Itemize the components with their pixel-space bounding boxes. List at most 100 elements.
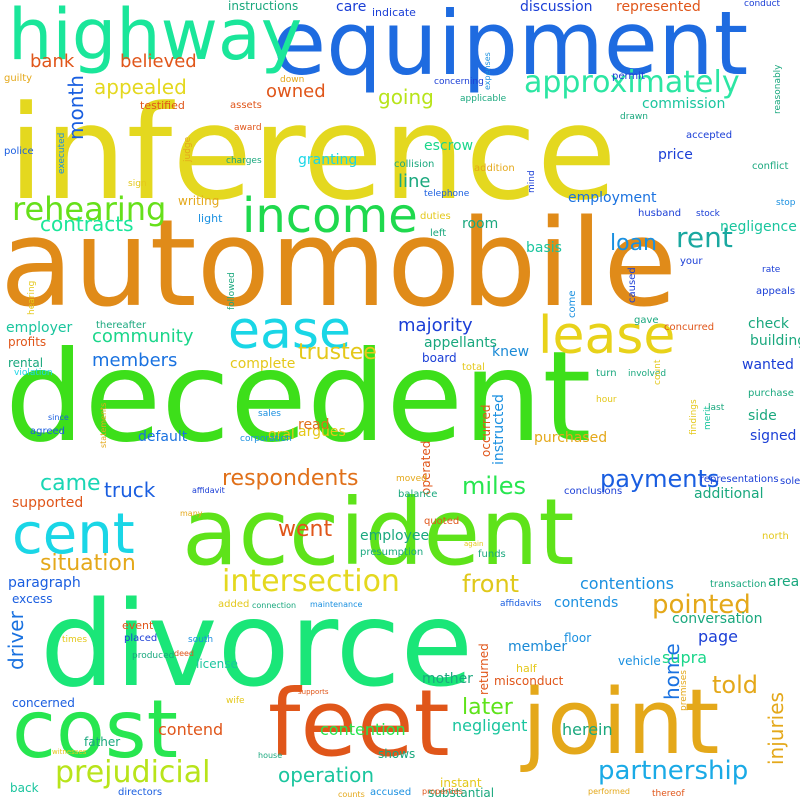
word-conclusions: conclusions [564,486,623,497]
word-sign: sign [128,179,147,189]
word-telephone: telephone [424,189,470,199]
word-paragraph: paragraph [8,575,81,591]
word-half: half [516,662,537,675]
word-basis: basis [526,240,562,256]
word-duties: duties [420,211,451,222]
word-representations: representations [700,474,779,485]
word-came: came [40,471,101,496]
word-instant: instant [440,776,482,790]
word-many: many [180,509,203,518]
word-rehearing: rehearing [12,190,167,228]
word-trustee: trustee [298,340,377,365]
word-turn: turn [596,368,617,379]
word-supports: supports [298,688,329,696]
word-thereafter: thereafter [96,320,147,331]
word-knew: knew [492,344,530,360]
word-stock: stock [696,209,720,219]
word-violation: violation [14,368,53,378]
word-statements: statements [99,402,108,448]
word-thereof: thereof [652,789,685,799]
word-partnership: partnership [598,756,749,786]
word-employee: employee [360,528,430,544]
word-wanted: wanted [742,357,794,373]
word-writing: writing [178,194,220,208]
word-loan: loan [610,231,657,256]
word-mother: mother [422,671,473,687]
word-award: award [234,123,262,133]
word-purchase: purchase [748,388,794,399]
word-care: care [336,0,367,15]
word-income: income [242,188,418,244]
word-decedent: decedent [5,325,592,470]
word-negligent: negligent [452,716,528,735]
word-check: check [748,316,789,332]
word-quoted: quoted [424,516,460,527]
word-concerned: concerned [12,696,75,710]
word-approximately: approximately [524,65,740,100]
word-left: left [430,228,447,239]
word-back: back [10,781,39,795]
word-placed: placed [124,633,158,644]
word-owned: owned [266,81,326,102]
word-instructions: instructions [228,0,299,13]
word-vehicle: vehicle [618,654,661,668]
word-believed: believed [120,51,197,72]
word-appealed: appealed [94,75,187,99]
word-north: north [762,531,789,542]
word-moved: moved [396,474,427,484]
word-presumption: presumption [360,547,424,558]
word-contracts: contracts [40,212,134,236]
word-produced: produced [132,651,175,661]
word-concurred: concurred [664,322,715,333]
word-involved: involved [628,369,667,379]
word-since: since [48,413,69,422]
word-maintenance: maintenance [310,600,363,609]
word-complete: complete [230,356,296,372]
word-herein: herein [562,720,613,739]
word-line: line [398,171,431,192]
word-indicate: indicate [372,6,416,19]
word-commission: commission [642,96,726,112]
word-contentions: contentions [580,574,674,593]
word-light: light [198,212,223,225]
word-later: later [462,695,513,720]
word-agreed: agreed [30,426,66,437]
word-excess: excess [12,592,53,606]
word-driver: driver [4,611,28,670]
word-employer: employer [6,320,73,336]
word-testified: testified [140,99,185,112]
word-returned: returned [477,643,491,695]
word-situation: situation [40,551,136,576]
word-misconduct: misconduct [494,674,564,688]
word-negligence: negligence [720,219,797,235]
word-stop: stop [776,198,796,208]
word-cost: cost [12,683,178,776]
word-license: license [196,657,238,671]
word-injuries: injuries [764,692,788,765]
word-findings: findings [689,399,699,435]
word-again: again [464,540,484,548]
word-automobile: automobile [0,195,678,334]
word-corporation: corporation [240,434,292,444]
word-house: house [258,751,283,760]
word-room: room [462,216,499,232]
word-contend: contend [158,720,224,739]
word-side: side [748,408,777,424]
word-transaction: transaction [710,579,767,590]
word-guilty: guilty [4,73,33,84]
word-witnesses: witnesses [52,748,87,756]
word-accepted: accepted [686,130,733,141]
word-payments: payments [600,465,720,493]
word-funds: funds [478,549,506,560]
word-counts: counts [338,790,365,799]
word-cent: cent [12,502,135,567]
word-majority: majority [398,315,473,336]
word-contends: contends [554,595,619,611]
word-police: police [4,146,34,157]
word-respondents: respondents [222,466,359,491]
word-come: come [567,290,578,318]
word-count: count [653,359,663,385]
word-occurred: occurred [479,404,493,457]
word-affidavit: affidavit [192,486,225,495]
